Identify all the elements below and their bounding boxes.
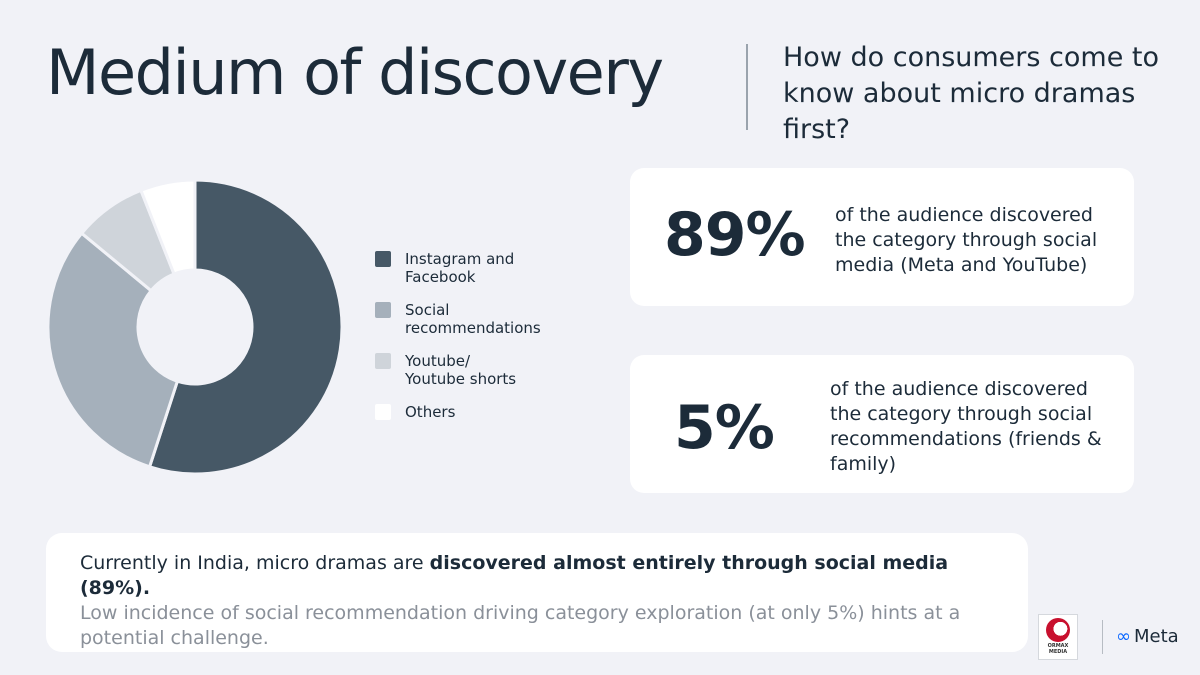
legend-item: Instagram and Facebook xyxy=(375,250,545,301)
footer-divider xyxy=(1102,620,1103,654)
ormax-logo-text: ORMAX MEDIA xyxy=(1047,643,1069,655)
title-divider xyxy=(746,44,748,130)
legend-item: Youtube/ Youtube shorts xyxy=(375,352,545,403)
legend-item: Others xyxy=(375,403,545,454)
ormax-logo-icon xyxy=(1046,618,1070,642)
summary-lead: Currently in India, micro dramas are xyxy=(80,552,430,574)
stat-card-social-media: 89% of the audience discovered the categ… xyxy=(630,168,1134,306)
meta-logo: ∞ Meta xyxy=(1116,627,1179,647)
donut-slice-instagram-and-facebook xyxy=(147,178,344,476)
legend-label: Instagram and Facebook xyxy=(405,250,515,286)
summary-muted: Low incidence of social recommendation d… xyxy=(80,602,961,649)
stat-value: 89% xyxy=(664,200,806,270)
summary-main: Currently in India, micro dramas are dis… xyxy=(80,551,994,601)
chart-legend: Instagram and Facebook Social recommenda… xyxy=(375,250,545,454)
stat-card-social-recommendations: 5% of the audience discovered the catego… xyxy=(630,355,1134,493)
summary-bold: discovered almost entirely through socia… xyxy=(80,552,949,599)
stat-description: of the audience discovered the category … xyxy=(830,378,1102,475)
meta-infinity-icon: ∞ xyxy=(1116,626,1131,647)
question-text: How do consumers come to know about micr… xyxy=(783,42,1160,145)
donut-chart xyxy=(46,178,344,476)
donut-slice-social-recommendations xyxy=(46,231,180,469)
ormax-media-logo: ORMAX MEDIA xyxy=(1038,614,1078,660)
legend-label: Others xyxy=(405,403,456,421)
legend-swatch xyxy=(375,404,391,420)
legend-item: Social recommendations xyxy=(375,301,545,352)
summary-box: Currently in India, micro dramas are dis… xyxy=(46,533,1028,652)
donut-slice-others xyxy=(138,178,197,276)
meta-logo-text: Meta xyxy=(1134,626,1179,647)
legend-swatch xyxy=(375,251,391,267)
page-title: Medium of discovery xyxy=(46,36,664,109)
stat-value: 5% xyxy=(674,393,775,463)
legend-label: Youtube/ Youtube shorts xyxy=(405,352,517,388)
legend-swatch xyxy=(375,302,391,318)
legend-swatch xyxy=(375,353,391,369)
stat-description: of the audience discovered the category … xyxy=(835,204,1098,276)
legend-label: Social recommendations xyxy=(405,301,541,337)
